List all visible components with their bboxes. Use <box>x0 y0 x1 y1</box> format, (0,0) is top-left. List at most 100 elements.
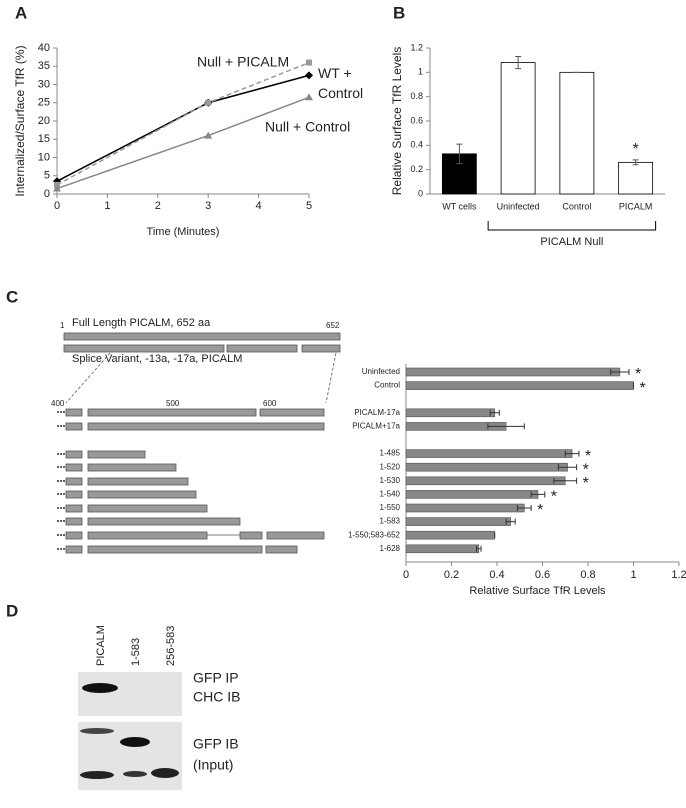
ellipsis-dot <box>63 466 65 468</box>
label: 1 <box>60 321 65 330</box>
bar <box>405 449 573 458</box>
significance: * <box>537 502 543 519</box>
bar <box>405 530 496 540</box>
domain <box>87 463 177 472</box>
x-axis-label: Relative Surface TfR Levels <box>469 585 606 597</box>
x-tick-label: 0.2 <box>444 569 459 581</box>
ellipsis-dot <box>57 466 59 468</box>
error-bar <box>557 464 578 471</box>
x-tick-label: WT cells <box>442 201 477 211</box>
ellipsis-dot <box>63 425 65 427</box>
y-tick-label: 1-540 <box>380 490 401 499</box>
error-bar <box>610 369 630 375</box>
bar <box>405 476 566 486</box>
ellipsis-dot <box>57 534 59 536</box>
domain <box>87 477 189 486</box>
ellipsis-dot <box>60 466 62 468</box>
ellipsis-dot <box>57 411 59 413</box>
domain <box>65 408 83 417</box>
band <box>120 737 150 747</box>
error-bar <box>487 423 525 430</box>
lane-label: 1-583 <box>130 638 142 666</box>
ellipsis-dot <box>57 453 59 455</box>
construct-diagram: 1 Full Length PICALM, 652 aa 652 Splice … <box>51 317 341 554</box>
bar <box>618 161 654 195</box>
error-bar <box>476 545 482 552</box>
bar <box>405 367 621 377</box>
y-tick-label: 20 <box>38 115 50 127</box>
y-tick-label: 30 <box>38 78 50 90</box>
domain <box>65 531 83 540</box>
significance: * <box>633 141 639 158</box>
marker <box>205 99 212 106</box>
label: Full Length PICALM, 652 aa <box>72 317 211 329</box>
significance: * <box>585 448 591 465</box>
bar <box>405 544 480 554</box>
blot-label: GFP IB <box>193 736 239 752</box>
bar <box>405 462 568 472</box>
ellipsis-dot <box>57 507 59 509</box>
series-line <box>56 96 310 190</box>
band <box>151 768 179 778</box>
ellipsis-dot <box>60 493 62 495</box>
x-axis-label: Time (Minutes) <box>147 226 220 238</box>
band <box>80 771 114 779</box>
y-tick-label: 1-628 <box>380 544 401 553</box>
panel-letter: D <box>6 601 18 620</box>
label: 500 <box>166 399 180 408</box>
ellipsis-dot <box>63 480 65 482</box>
domain <box>87 422 325 431</box>
y-axis-label: Relative Surface TfR Levels <box>390 47 404 196</box>
x-tick-label: 0.4 <box>489 569 504 581</box>
lane-label: 256-583 <box>165 626 177 666</box>
band <box>123 771 147 777</box>
y-tick-label: 1 <box>418 67 423 77</box>
domain <box>266 531 325 540</box>
y-tick-label: 0.8 <box>410 91 423 101</box>
ellipsis-dot <box>60 425 62 427</box>
bar <box>405 381 634 390</box>
blot-label: (Input) <box>193 757 233 773</box>
x-tick-label: 3 <box>205 200 211 212</box>
x-tick-label: 2 <box>155 200 161 212</box>
y-tick-label: 10 <box>38 151 50 163</box>
y-tick-label: 1.2 <box>410 42 423 52</box>
domain <box>239 531 263 540</box>
x-tick-label: 4 <box>256 200 262 212</box>
error-bar <box>489 409 500 416</box>
panel-letter: C <box>6 287 18 306</box>
y-tick-label: Control <box>374 381 400 390</box>
ellipsis-dot <box>60 520 62 522</box>
error-bar <box>456 143 463 165</box>
domain <box>301 344 341 353</box>
y-tick-label: 0.6 <box>410 115 423 125</box>
y-tick-label: 35 <box>38 60 50 72</box>
ellipsis-dot <box>63 453 65 455</box>
blot: PICALM 1-583 256-583 GFP IP CHC IB GFP I… <box>78 625 240 790</box>
y-axis-label: Internalized/Surface TfR (%) <box>13 45 27 196</box>
domain <box>65 504 83 513</box>
panel-letter: A <box>15 3 27 22</box>
y-tick-label: 1-583 <box>380 517 401 526</box>
domain <box>265 545 298 554</box>
error-bar <box>632 159 639 166</box>
y-tick-label: 25 <box>38 97 50 109</box>
ellipsis-dot <box>57 548 59 550</box>
y-tick-label: PICALM-17a <box>354 408 400 417</box>
x-tick-label: PICALM <box>619 201 653 211</box>
domain <box>259 408 325 417</box>
ellipsis-dot <box>60 534 62 536</box>
label: 600 <box>263 399 277 408</box>
domain <box>63 344 225 353</box>
domain <box>87 545 263 554</box>
y-tick-label: 0 <box>44 188 50 200</box>
domain <box>226 344 298 353</box>
domain <box>65 422 83 431</box>
x-tick-label: 5 <box>306 200 312 212</box>
y-tick-label: 15 <box>38 133 50 145</box>
domain <box>65 517 83 526</box>
ellipsis-dot <box>57 480 59 482</box>
y-tick-label: 1-550;583-652 <box>348 530 401 539</box>
series-label: Null + Control <box>265 119 350 135</box>
domain <box>87 517 241 526</box>
